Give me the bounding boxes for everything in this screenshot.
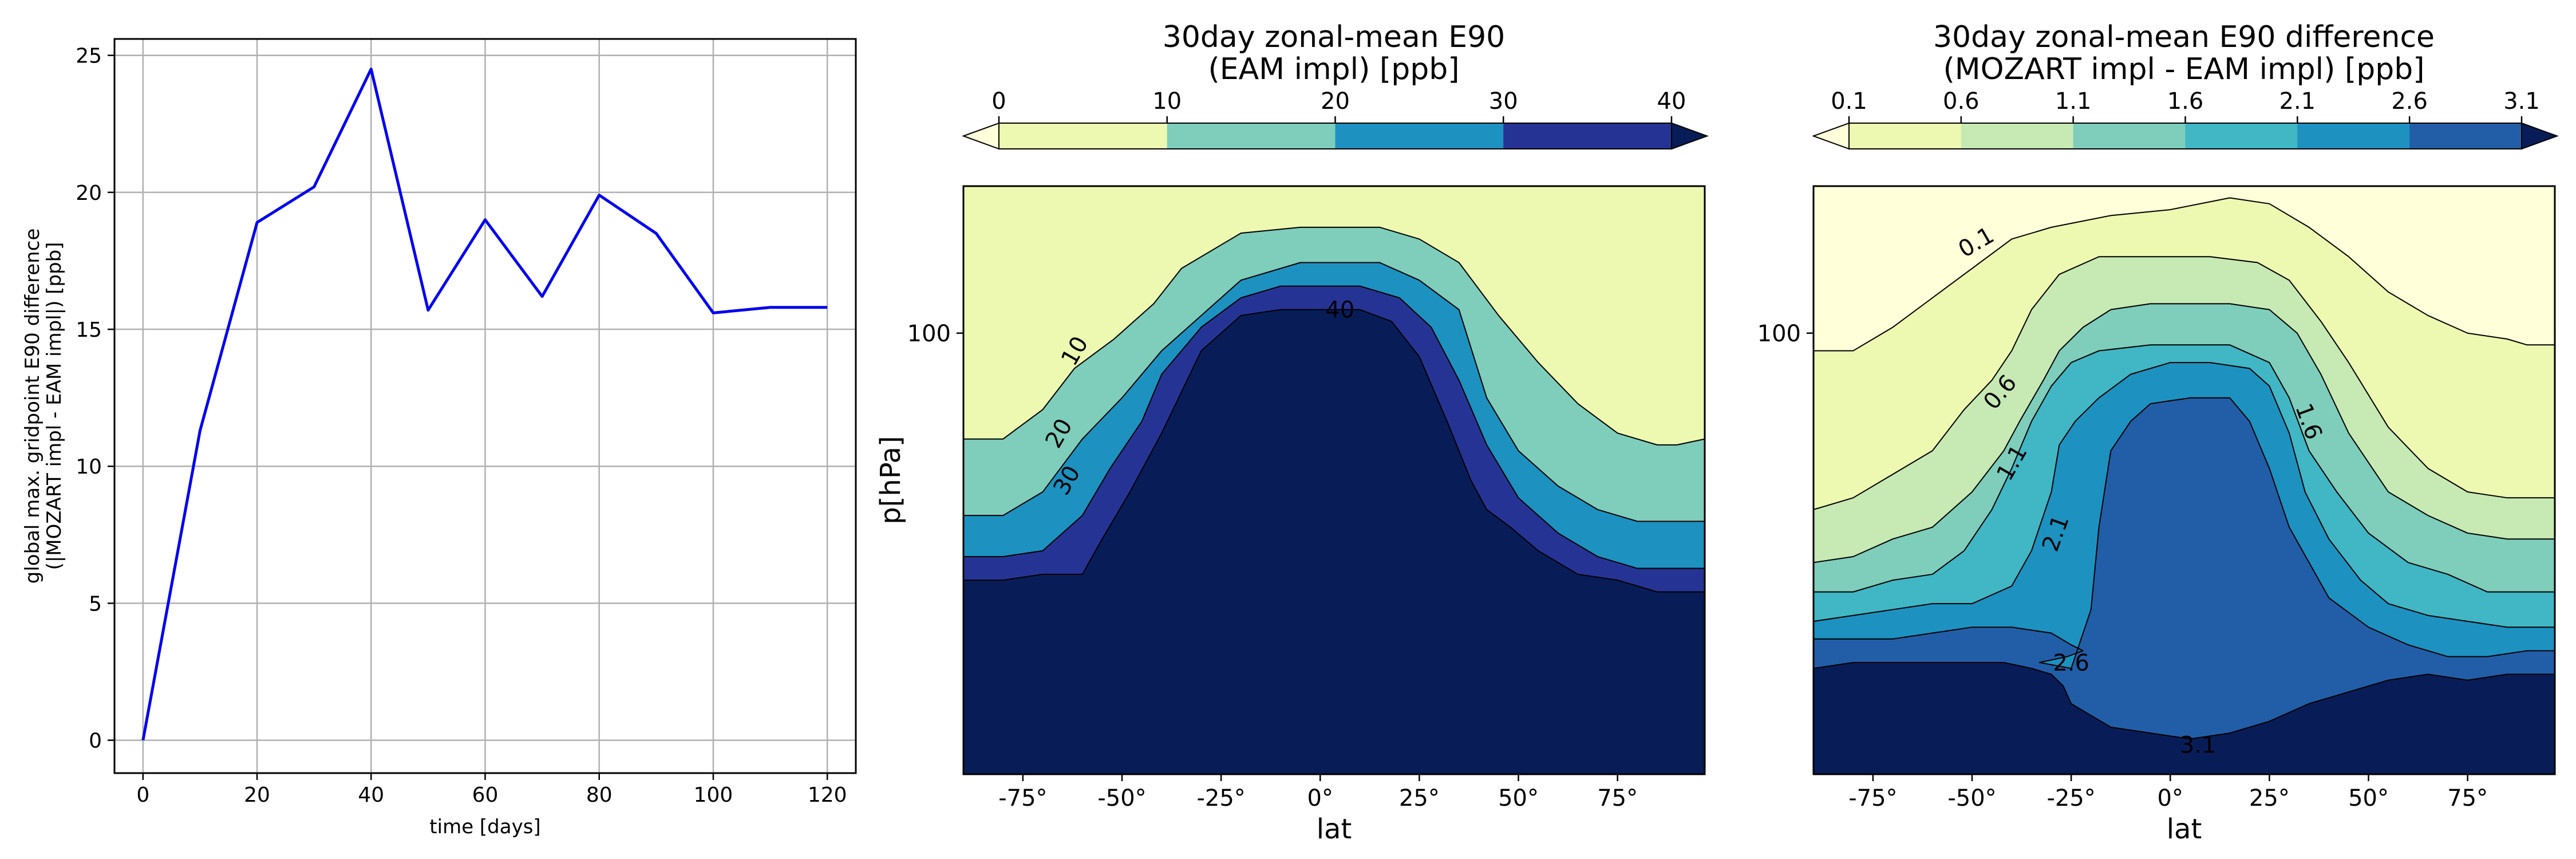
x-axis-label: lat [1317,813,1352,845]
colorbar: 0.1 0.6 1.1 1.6 2.1 2.6 3.1 [1812,88,2559,150]
contour-panel-difference: 30day zonal-mean E90 difference (MOZART … [1757,20,2559,845]
x-tick-label: 0° [1307,785,1333,811]
colorbar-tick-label: 20 [1321,88,1350,115]
contour-inline-label: 2.6 [2053,650,2089,676]
contour-inline-label: 40 [1325,297,1354,324]
colorbar-tick-label: 30 [1489,88,1518,115]
contour-line-1.1 [1813,303,2555,564]
colorbar-segment [2409,123,2522,149]
panel-title-line-2: (EAM impl) [ppb] [1208,52,1459,86]
contour-lines [963,226,1705,593]
contour-line-0.6 [1813,256,2555,510]
x-tick-label: 40 [358,783,384,807]
colorbar-segment [2297,123,2410,149]
x-tick-label: -75° [998,785,1047,811]
line-chart-grid [114,39,856,773]
contour-line-3.1 [1813,661,2555,740]
x-axis-label: lat [2167,813,2202,845]
x-tick-label: 75° [2447,785,2488,811]
contour-line-20 [963,262,1705,522]
contour-panel-eam: 30day zonal-mean E90 (EAM impl) [ppb] 0 1… [875,20,1709,845]
panel-title-line-1: 30day zonal-mean E90 difference [1933,20,2435,54]
y-tick-label: 5 [89,592,102,616]
y-axis-label: p[hPa] [875,436,907,525]
line-chart-frame [113,38,857,774]
series-line [141,68,828,741]
line-chart-ticks: 0 20 40 60 80 100 120 0 5 10 15 20 25 [76,45,847,807]
colorbar-tick-label: 3.1 [2503,88,2540,115]
contour-frame [962,185,1706,775]
colorbar-segment [2185,123,2298,149]
colorbar-tick-label: 2.1 [2279,88,2316,115]
y-tick-label: 10 [76,455,102,479]
colorbar-segment [1335,123,1504,149]
colorbar-tick-label: 0.6 [1943,88,1980,115]
contour-inline-label: 3.1 [2180,732,2217,759]
colorbar-tick-label: 0 [991,88,1006,115]
colorbar: 0 10 20 30 40 [962,88,1709,150]
contour-line-2.6 [1814,397,2555,669]
contour-lines [1813,197,2555,740]
x-tick-label: 25° [1399,785,1440,811]
x-tick-label: 80 [586,783,613,807]
contour-line-1.6 [1814,344,2555,593]
contour-line-10 [963,226,1705,446]
colorbar-segment [1849,123,1962,149]
contour-fill-40 [963,309,1705,774]
contour-line-2.1 [1813,362,2555,628]
contour-line-0.1 [1814,197,2555,352]
y-axis-label-line-1: global max. gridpoint E90 difference [21,228,44,584]
y-tick-label: 25 [76,45,102,68]
x-tick-label: -50° [1947,785,1996,811]
y-tick-label: 15 [76,318,102,342]
y-tick-label: 100 [1757,321,1801,347]
colorbar-tick-label: 10 [1152,88,1182,115]
x-tick-label: 0 [136,783,149,807]
colorbar-tick-label: 40 [1657,88,1686,115]
contour-fills [963,186,1705,775]
contour-fill-3.1 [1814,662,2555,774]
x-tick-label: 120 [808,783,847,807]
x-tick-label: 50° [1498,785,1539,811]
x-tick-label: 100 [694,783,733,807]
colorbar-segment [2073,123,2186,149]
contour-frame [1812,185,2556,775]
x-tick-label: 60 [472,783,499,807]
panel-title-line-2: (MOZART impl - EAM impl) [ppb] [1943,52,2424,86]
colorbar-tick-label: 1.6 [2167,88,2204,115]
colorbar-segment [1167,123,1336,149]
x-tick-label: -25° [2046,785,2095,811]
x-tick-label: -50° [1097,785,1146,811]
y-tick-label: 0 [89,730,102,753]
colorbar-segment [999,123,1168,149]
y-axis-label-line-2: (|MOZART impl - EAM impl|) [ppb] [43,242,66,570]
contour-ticks: -75° -50° -25° 0° 25° 50° 75° 100 [1757,321,2488,811]
colorbar-segment [1961,123,2074,149]
contour-fills [1814,186,2555,774]
x-tick-label: 25° [2249,785,2290,811]
x-tick-label: 75° [1597,785,1638,811]
x-tick-label: -25° [1196,785,1245,811]
y-tick-label: 20 [76,182,102,205]
y-tick-label: 100 [907,321,951,347]
panel-title-line-1: 30day zonal-mean E90 [1163,20,1506,54]
colorbar-tick-label: 1.1 [2055,88,2092,115]
colorbar-segment [1503,123,1672,149]
x-tick-label: -75° [1848,785,1897,811]
contour-line-40 [963,309,1705,593]
line-chart-panel: 0 20 40 60 80 100 120 0 5 10 15 20 25 time [days] gl… [21,38,857,838]
x-axis-label: time [days] [429,815,540,838]
x-tick-label: 20 [244,783,270,807]
contour-line-30 [963,285,1705,569]
x-tick-label: 0° [2158,785,2183,811]
colorbar-tick-label: 2.6 [2391,88,2428,115]
x-tick-label: 50° [2348,785,2389,811]
colorbar-tick-label: 0.1 [1831,88,1867,115]
contour-ticks: -75° -50° -25° 0° 25° 50° 75° 100 [907,321,1638,811]
